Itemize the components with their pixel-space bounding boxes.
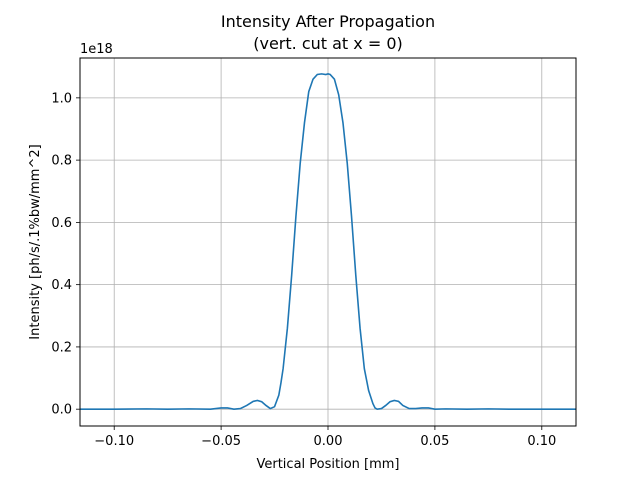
y-tick-label: 0.2 [51, 340, 72, 355]
y-tick-label: 0.6 [51, 216, 72, 231]
x-tick-label: −0.05 [201, 434, 241, 449]
y-ticks: 0.0 0.2 0.4 0.6 0.8 1.0 [51, 91, 80, 418]
y-tick-label: 1.0 [51, 91, 72, 106]
y-axis-label: Intensity [ph/s/.1%bw/mm^2] [28, 144, 43, 339]
x-ticks: −0.10 −0.05 0.00 0.05 0.10 [94, 426, 556, 449]
y-tick-label: 0.8 [51, 154, 72, 169]
x-tick-label: 0.05 [420, 434, 449, 449]
y-offset-label: 1e18 [80, 42, 113, 57]
y-tick-label: 0.4 [51, 278, 72, 293]
x-tick-label: 0.10 [527, 434, 556, 449]
x-tick-label: −0.10 [94, 434, 134, 449]
chart-subtitle: (vert. cut at x = 0) [253, 34, 403, 53]
y-tick-label: 0.0 [51, 403, 72, 418]
series-line [80, 73, 576, 411]
x-axis-label: Vertical Position [mm] [256, 457, 399, 472]
plot-frame [79, 57, 577, 427]
chart-title: Intensity After Propagation [221, 12, 435, 31]
x-tick-label: 0.00 [314, 434, 343, 449]
grid [80, 58, 576, 426]
